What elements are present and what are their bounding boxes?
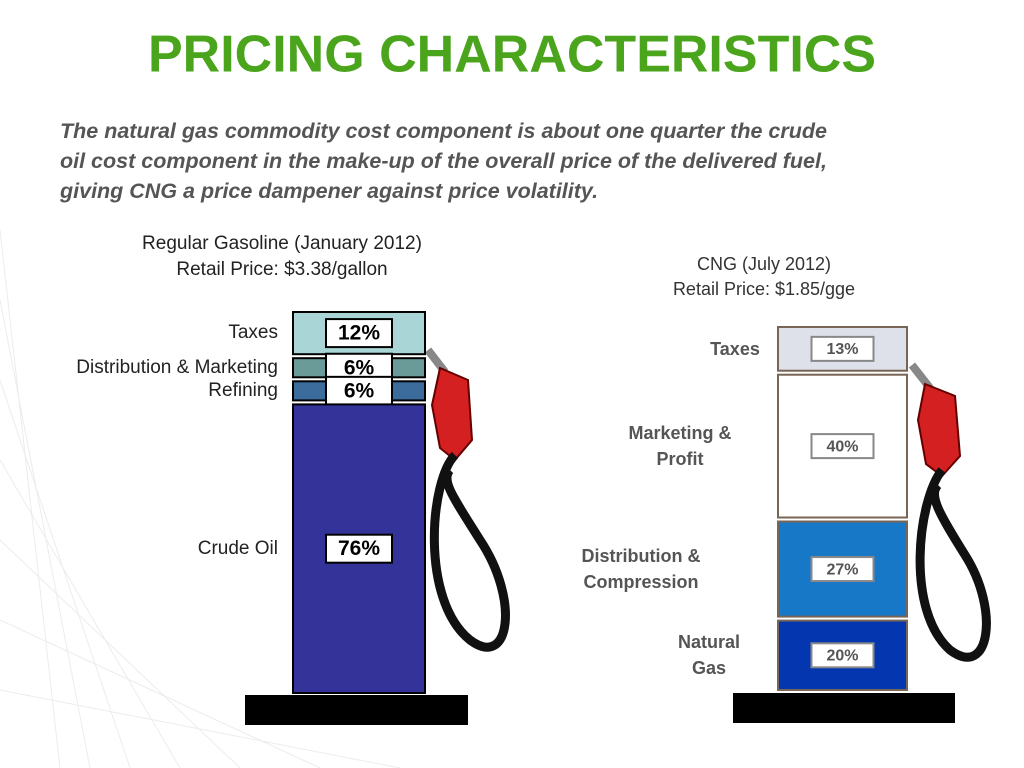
value-box — [810, 335, 875, 362]
chart-subtitle: Retail Price: $3.38/gallon — [176, 259, 387, 280]
value-label: 13% — [826, 341, 858, 358]
value-label: 6% — [344, 379, 375, 402]
intro-line: giving CNG a price dampener against pric… — [59, 179, 598, 203]
value-label: 76% — [338, 537, 380, 560]
chart-subtitle: Retail Price: $1.85/gge — [673, 279, 855, 299]
intro-line: The natural gas commodity cost component… — [60, 119, 827, 143]
value-box — [325, 533, 393, 564]
intro-text: The natural gas commodity cost component… — [59, 119, 827, 203]
category-label: Marketing & Profit — [628, 423, 732, 470]
intro-line: oil cost component in the make-up of the… — [60, 149, 827, 173]
value-label: 6% — [344, 356, 375, 379]
category-label: Distribution & Compression — [581, 546, 701, 593]
value-label: 40% — [826, 438, 858, 455]
slide-title: PRICING CHARACTERISTICS — [148, 26, 876, 84]
background-lines — [0, 229, 401, 768]
value-box — [325, 375, 393, 406]
pump-nozzle — [245, 347, 991, 725]
value-label: 27% — [826, 561, 858, 578]
category-label: Crude Oil — [197, 537, 278, 559]
category-label: Taxes — [710, 338, 760, 359]
category-label: Natural Gas — [677, 632, 740, 679]
category-label: Refining — [208, 379, 278, 401]
value-box — [810, 433, 875, 460]
chart-title: Regular Gasoline (January 2012) — [142, 233, 422, 254]
value-box — [810, 642, 875, 669]
value-label: 20% — [826, 648, 858, 665]
value-label: 12% — [338, 322, 380, 345]
chart-title: CNG (July 2012) — [697, 254, 831, 274]
category-label: Taxes — [228, 322, 278, 344]
value-box — [810, 556, 875, 583]
value-box — [325, 318, 393, 349]
category-label: Distribution & Marketing — [76, 356, 278, 378]
